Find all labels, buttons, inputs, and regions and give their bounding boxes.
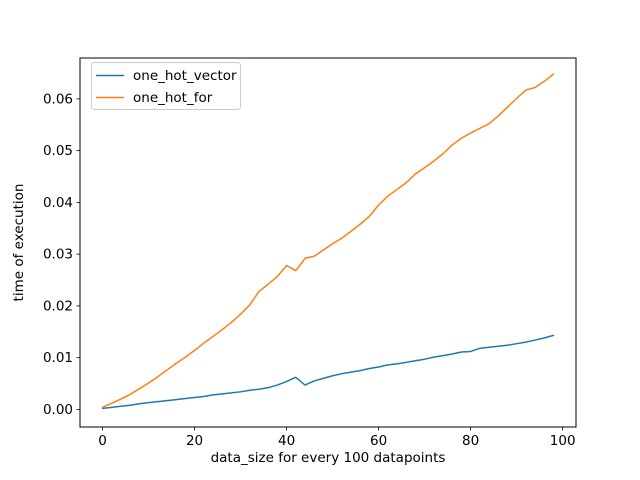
plot-border <box>79 57 577 428</box>
y-axis-tick-label: 0.03 <box>43 247 73 263</box>
x-axis-tick-label: 80 <box>462 433 479 449</box>
series-line-one-hot-vector <box>101 334 555 410</box>
y-axis-tick-label: 0.01 <box>43 350 73 366</box>
series-line-one-hot-for <box>101 73 555 409</box>
x-axis-label: data_size for every 100 datapoints <box>211 450 446 466</box>
plot-area: 0 20 40 60 80 100 0.00 0.01 0.02 0.03 0.04 0.05 0.06 <box>43 57 577 449</box>
y-axis-tick-label: 0.02 <box>43 298 73 314</box>
y-axis-tick-label: 0.06 <box>43 91 73 107</box>
legend-label-one-hot-for: one_hot_for <box>133 90 213 106</box>
y-axis-tick-label: 0.04 <box>43 195 73 211</box>
x-axis-tick-label: 40 <box>278 433 295 449</box>
y-axis-tick-label: 0.00 <box>43 402 73 418</box>
x-axis-tick-label: 60 <box>370 433 387 449</box>
y-axis-tick-label: 0.05 <box>43 143 73 159</box>
x-axis-tick-label: 100 <box>550 433 576 449</box>
legend-frame <box>91 62 241 110</box>
x-axis-tick-label: 0 <box>98 433 107 449</box>
x-axis-tick-label: 20 <box>186 433 203 449</box>
y-axis-label: time of execution <box>11 184 27 302</box>
legend-label-one-hot-vector: one_hot_vector <box>133 68 237 84</box>
